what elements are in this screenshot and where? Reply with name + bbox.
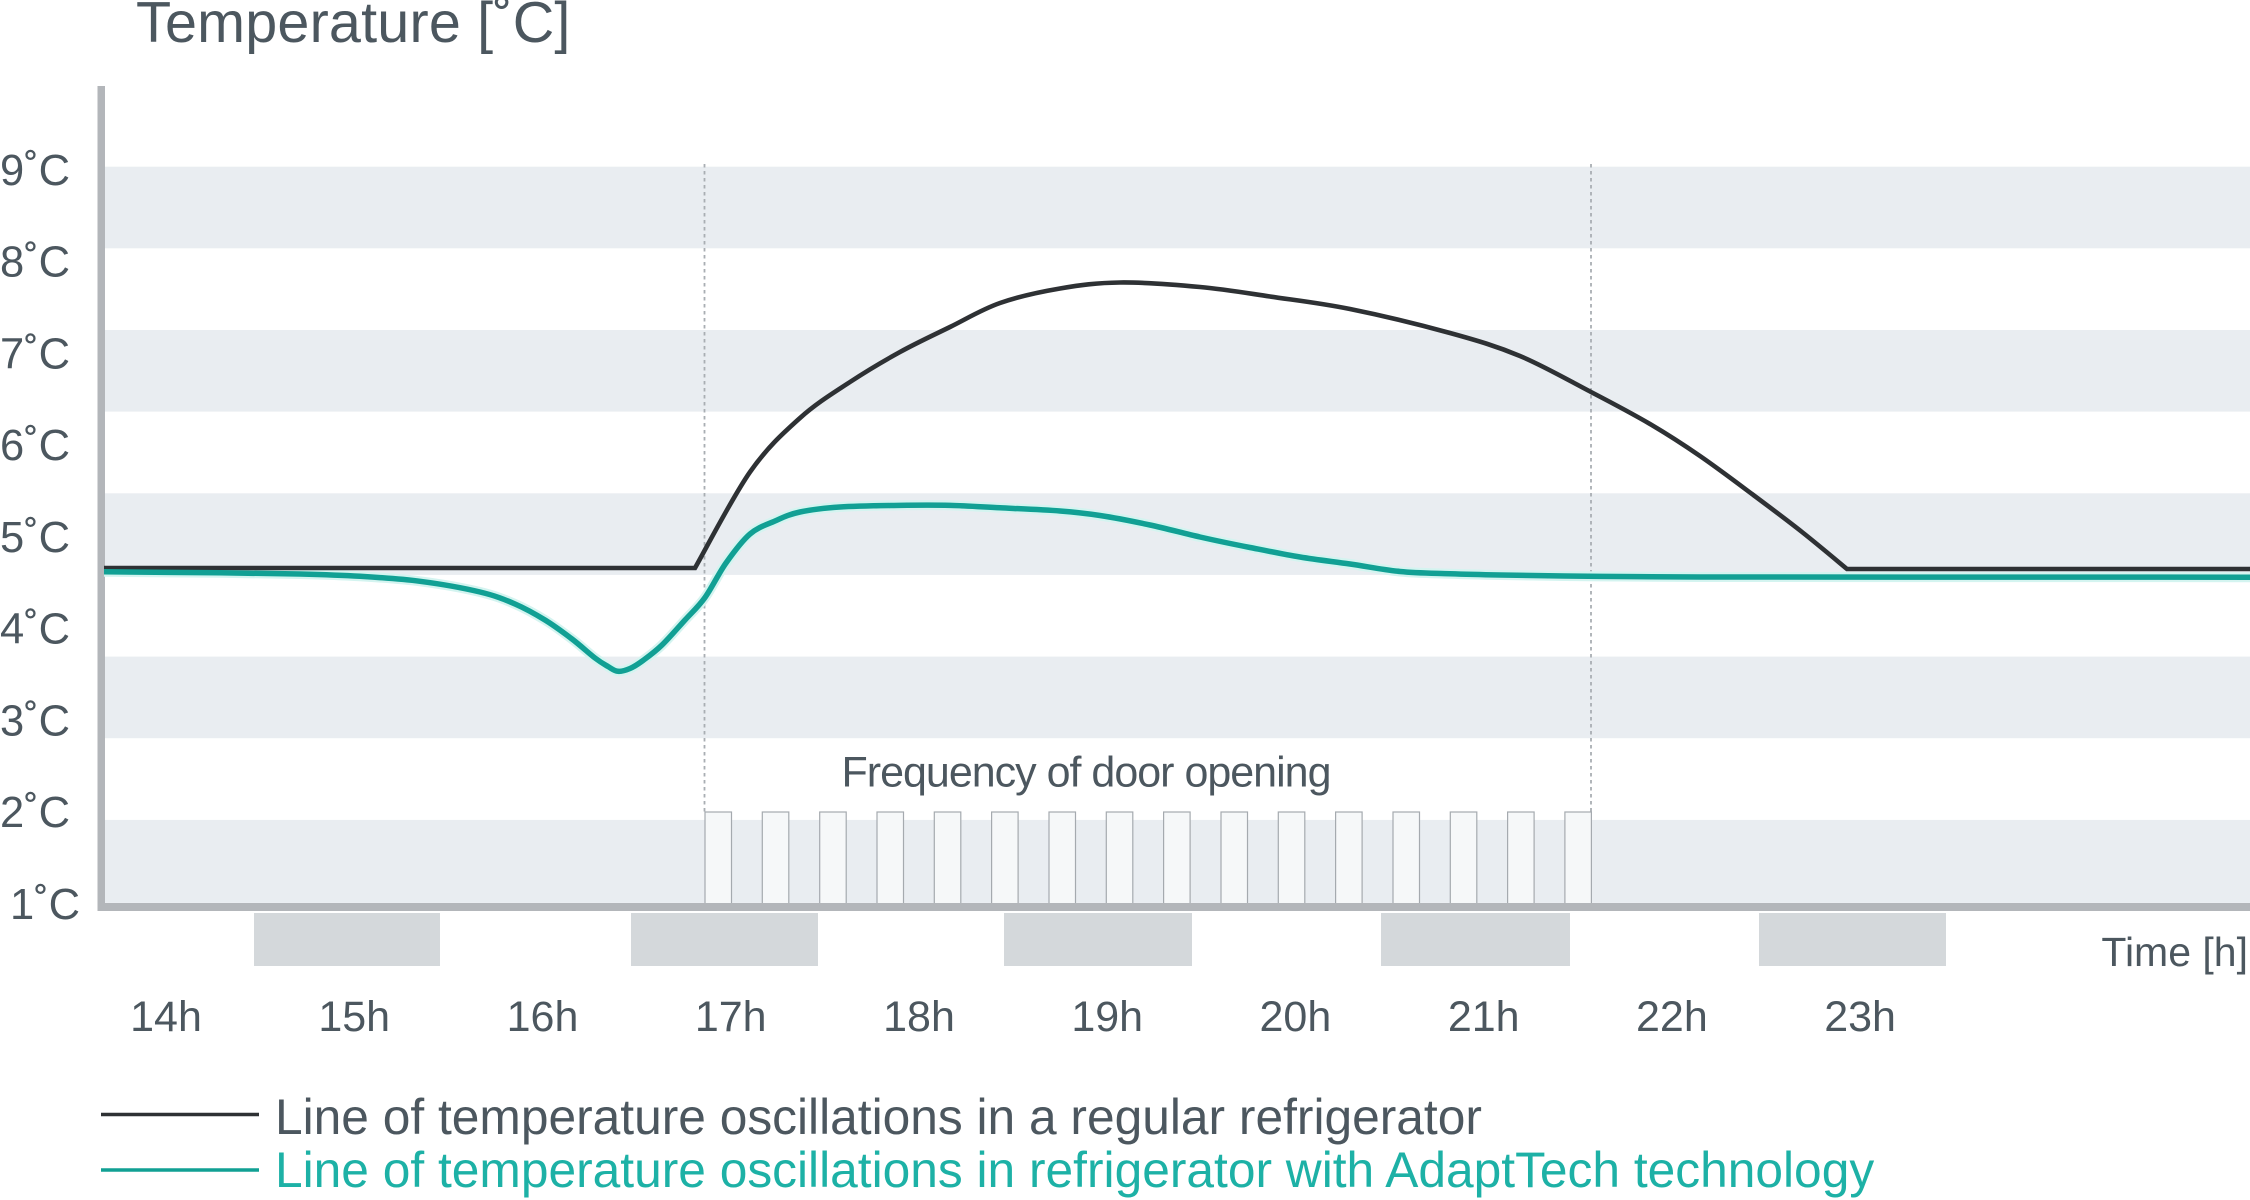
svg-text:19h: 19h: [1071, 993, 1143, 1041]
svg-text:Temperature [˚C]: Temperature [˚C]: [136, 0, 571, 55]
svg-text:5˚C: 5˚C: [0, 514, 70, 562]
svg-text:Frequency of door opening: Frequency of door opening: [842, 749, 1331, 797]
svg-text:9˚C: 9˚C: [0, 147, 70, 195]
svg-text:1˚C: 1˚C: [10, 881, 80, 929]
svg-text:8˚C: 8˚C: [0, 239, 70, 287]
svg-text:7˚C: 7˚C: [0, 331, 70, 379]
svg-text:16h: 16h: [507, 993, 579, 1041]
svg-text:22h: 22h: [1636, 993, 1708, 1041]
svg-text:21h: 21h: [1448, 993, 1520, 1041]
svg-text:2˚C: 2˚C: [0, 789, 70, 837]
svg-text:4˚C: 4˚C: [0, 606, 70, 654]
svg-text:17h: 17h: [695, 993, 767, 1041]
svg-text:Time [h]: Time [h]: [2101, 929, 2248, 975]
svg-text:15h: 15h: [318, 993, 390, 1041]
svg-text:18h: 18h: [883, 993, 955, 1041]
svg-text:6˚C: 6˚C: [0, 422, 70, 470]
svg-text:Line of temperature oscillatio: Line of temperature oscillations in refr…: [275, 1142, 1874, 1198]
svg-text:3˚C: 3˚C: [0, 698, 70, 746]
svg-text:20h: 20h: [1260, 993, 1332, 1041]
svg-text:Line of temperature oscillatio: Line of temperature oscillations in a re…: [275, 1089, 1482, 1145]
svg-text:23h: 23h: [1824, 993, 1896, 1041]
svg-text:14h: 14h: [130, 993, 202, 1041]
